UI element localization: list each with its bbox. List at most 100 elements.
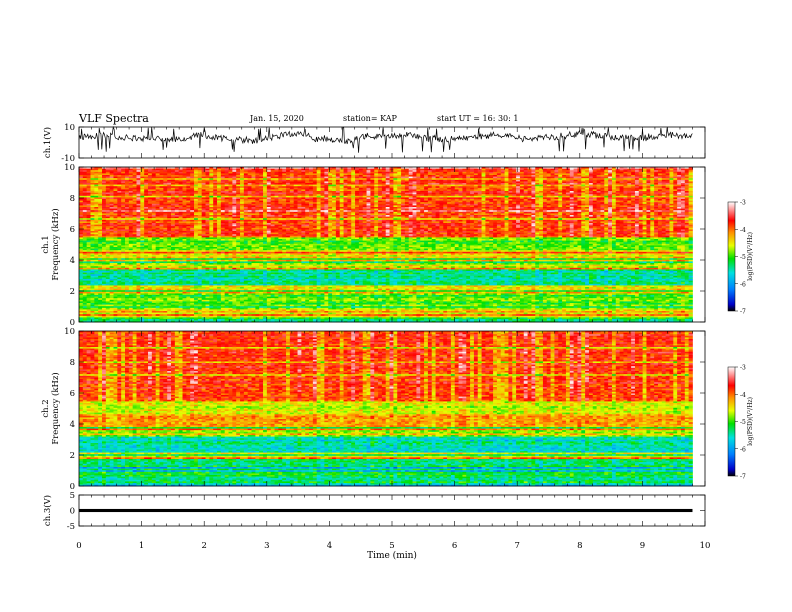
spectrogram-cell bbox=[79, 279, 83, 281]
spectrogram-cell bbox=[175, 257, 179, 259]
spectrogram-cell bbox=[94, 169, 98, 171]
spectrogram-cell bbox=[213, 173, 217, 175]
spectrogram-cell bbox=[198, 205, 202, 207]
spectrogram-cell bbox=[240, 191, 244, 193]
spectrogram-cell bbox=[137, 253, 141, 255]
spectrogram-cell bbox=[190, 271, 194, 273]
spectrogram-cell bbox=[152, 266, 156, 268]
spectrogram-cell bbox=[106, 309, 110, 311]
spectrogram-cell bbox=[117, 282, 121, 284]
spectrogram-cell bbox=[213, 249, 217, 251]
spectrogram-cell bbox=[148, 207, 152, 209]
spectrogram-cell bbox=[206, 225, 210, 227]
spectrogram-cell bbox=[137, 292, 141, 294]
spectrogram-cell bbox=[102, 239, 106, 241]
spectrogram-cell bbox=[198, 293, 202, 295]
spectrogram-cell bbox=[106, 261, 110, 263]
spectrogram-cell bbox=[117, 233, 121, 235]
spectrogram-cell bbox=[213, 226, 217, 228]
spectrogram-cell bbox=[91, 225, 95, 227]
spectrogram-cell bbox=[202, 175, 206, 177]
spectrogram-cell bbox=[175, 273, 179, 275]
spectrogram-cell bbox=[198, 220, 202, 222]
spectrogram-cell bbox=[209, 207, 213, 209]
spectrogram-cell bbox=[194, 170, 198, 172]
spectrogram-cell bbox=[232, 225, 236, 227]
spectrogram-cell bbox=[190, 274, 194, 276]
spectrogram-cell bbox=[144, 277, 148, 279]
spectrogram-cell bbox=[240, 317, 244, 319]
spectrogram-cell bbox=[202, 309, 206, 311]
spectrogram-cell bbox=[121, 225, 125, 227]
spectrogram-cell bbox=[232, 293, 236, 295]
spectrogram-cell bbox=[106, 242, 110, 244]
spectrogram-cell bbox=[140, 265, 144, 267]
spectrogram-cell bbox=[152, 212, 156, 214]
spectrogram-cell bbox=[213, 300, 217, 302]
spectrogram-cell bbox=[229, 177, 233, 179]
spectrogram-cell bbox=[87, 234, 91, 236]
spectrogram-cell bbox=[137, 241, 141, 243]
spectrogram-cell bbox=[137, 308, 141, 310]
spectrogram-cell bbox=[117, 209, 121, 211]
spectrogram-cell bbox=[190, 298, 194, 300]
spectrogram-cell bbox=[221, 194, 225, 196]
spectrogram-cell bbox=[206, 226, 210, 228]
spectrogram-cell bbox=[83, 271, 87, 273]
spectrogram-cell bbox=[236, 309, 240, 311]
spectrogram-cell bbox=[206, 201, 210, 203]
spectrogram-cell bbox=[248, 242, 252, 244]
spectrogram-cell bbox=[194, 215, 198, 217]
spectrogram-cell bbox=[102, 213, 106, 215]
spectrogram-cell bbox=[140, 228, 144, 230]
spectrogram-cell bbox=[79, 305, 83, 307]
spectrogram-cell bbox=[217, 204, 221, 206]
spectrogram-cell bbox=[194, 290, 198, 292]
spectrogram-cell bbox=[209, 181, 213, 183]
spectrogram-cell bbox=[160, 239, 164, 241]
spectrogram-cell bbox=[163, 193, 167, 195]
spectrogram-cell bbox=[114, 233, 118, 235]
spectrogram-cell bbox=[217, 241, 221, 243]
spectrogram-cell bbox=[163, 290, 167, 292]
spectrogram-cell bbox=[171, 306, 175, 308]
spectrogram-cell bbox=[163, 273, 167, 275]
spectrogram-cell bbox=[129, 305, 133, 307]
spectrogram-cell bbox=[148, 185, 152, 187]
spectrogram-cell bbox=[140, 255, 144, 257]
spectrogram-cell bbox=[248, 217, 252, 219]
spectrogram-cell bbox=[129, 202, 133, 204]
spectrogram-cell bbox=[114, 298, 118, 300]
spectrogram-cell bbox=[198, 186, 202, 188]
spectrogram-cell bbox=[98, 229, 102, 231]
spectrogram-cell bbox=[148, 239, 152, 241]
spectrogram-cell bbox=[144, 194, 148, 196]
spectrogram-cell bbox=[198, 277, 202, 279]
spectrogram-cell bbox=[221, 301, 225, 303]
spectrogram-cell bbox=[190, 261, 194, 263]
spectrogram-cell bbox=[179, 313, 183, 315]
spectrogram-cell bbox=[209, 223, 213, 225]
spectrogram-cell bbox=[213, 231, 217, 233]
spectrogram-cell bbox=[129, 314, 133, 316]
spectrogram-cell bbox=[194, 194, 198, 196]
spectrogram-cell bbox=[114, 220, 118, 222]
spectrogram-cell bbox=[232, 217, 236, 219]
spectrogram-cell bbox=[171, 274, 175, 276]
spectrogram-cell bbox=[160, 218, 164, 220]
spectrogram-cell bbox=[160, 285, 164, 287]
spectrogram-cell bbox=[133, 273, 137, 275]
spectrogram-cell bbox=[194, 220, 198, 222]
spectrogram-cell bbox=[148, 309, 152, 311]
spectrogram-cell bbox=[137, 258, 141, 260]
spectrogram-cell bbox=[110, 186, 114, 188]
spectrogram-cell bbox=[133, 287, 137, 289]
spectrogram-cell bbox=[144, 263, 148, 265]
spectrogram-cell bbox=[106, 258, 110, 260]
spectrogram-cell bbox=[125, 316, 129, 318]
spectrogram-cell bbox=[232, 189, 236, 191]
spectrogram-cell bbox=[152, 213, 156, 215]
spectrogram-cell bbox=[133, 268, 137, 270]
spectrogram-cell bbox=[102, 309, 106, 311]
spectrogram-cell bbox=[140, 257, 144, 259]
